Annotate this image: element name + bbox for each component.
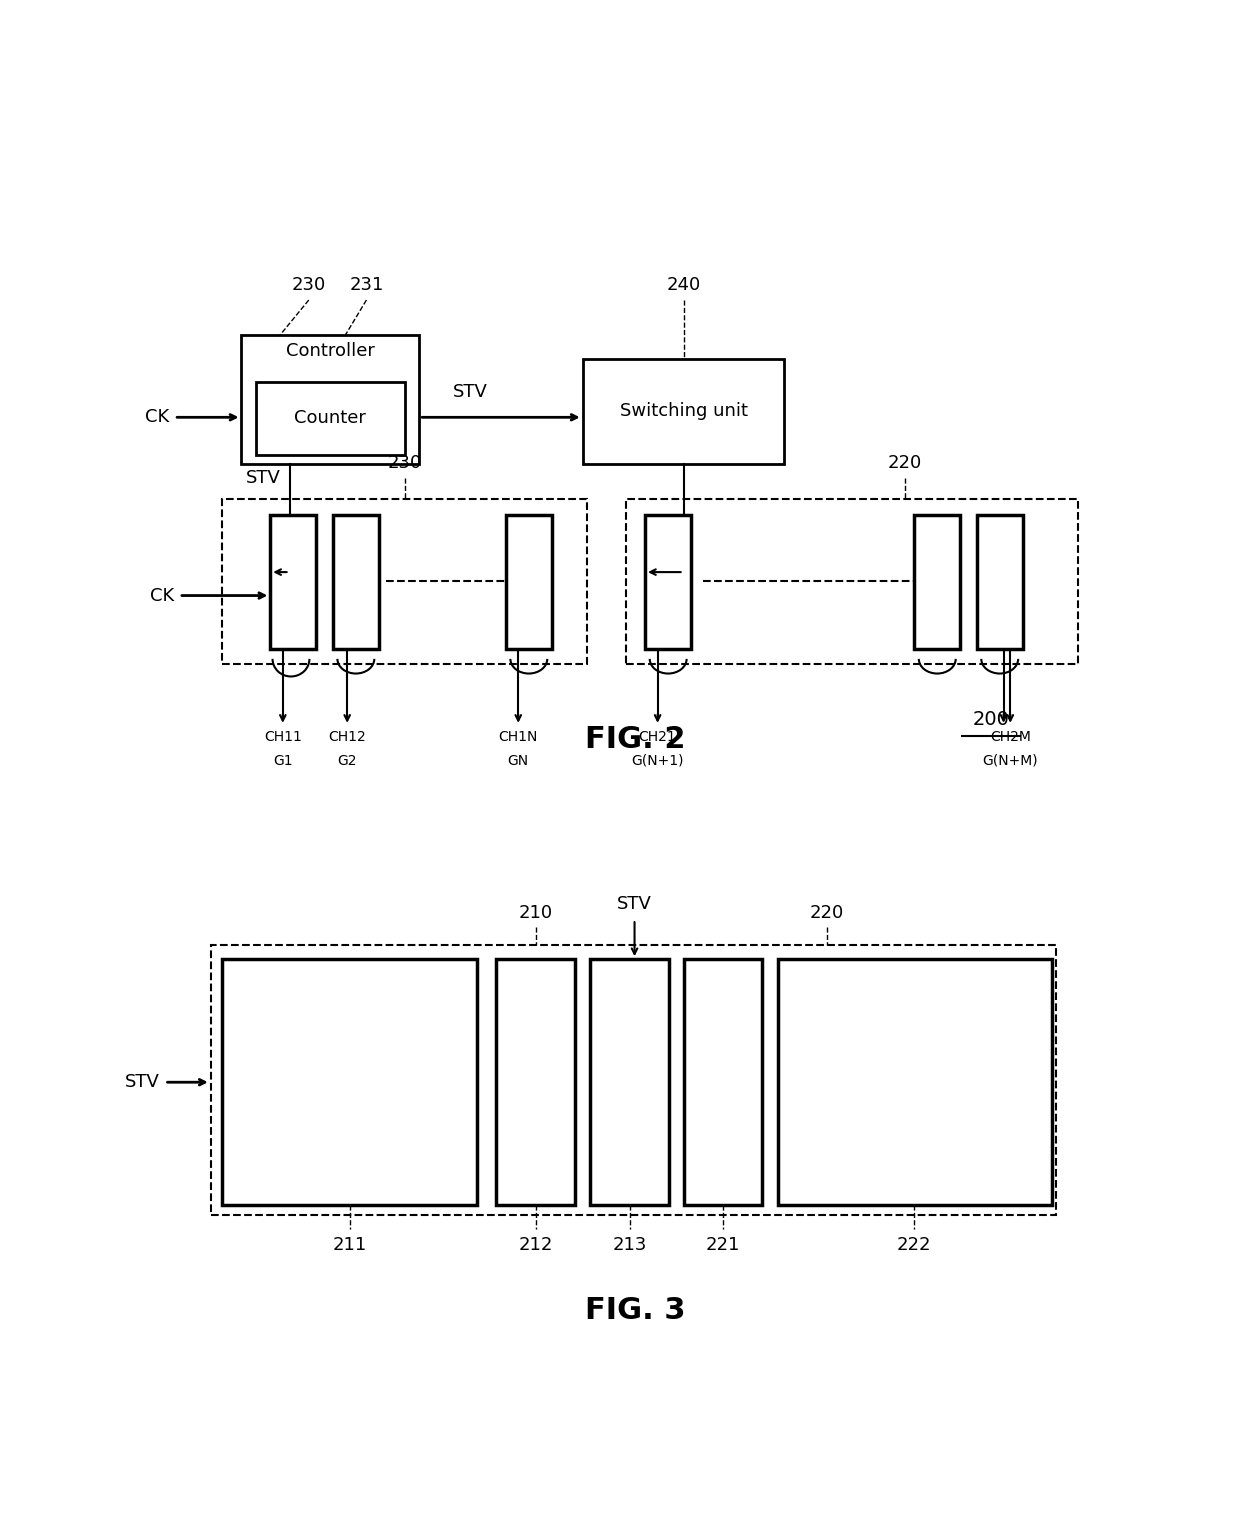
Text: Counter: Counter (294, 410, 366, 428)
Text: 200: 200 (972, 710, 1009, 730)
Text: 212: 212 (518, 1235, 553, 1253)
Text: 220: 220 (888, 454, 921, 472)
Text: 213: 213 (613, 1235, 647, 1253)
FancyBboxPatch shape (506, 515, 552, 649)
FancyBboxPatch shape (645, 515, 691, 649)
Text: 230: 230 (388, 454, 422, 472)
Text: 210: 210 (518, 903, 553, 921)
Text: STV: STV (247, 469, 281, 487)
Text: FIG. 2: FIG. 2 (585, 725, 686, 754)
FancyBboxPatch shape (583, 359, 785, 465)
Text: 221: 221 (706, 1235, 740, 1253)
FancyBboxPatch shape (590, 959, 670, 1205)
Text: GN: GN (507, 754, 528, 768)
Text: CH21: CH21 (639, 731, 677, 745)
Text: Controller: Controller (286, 343, 374, 361)
Text: 240: 240 (666, 276, 701, 294)
Text: STV: STV (453, 382, 487, 401)
Text: STV: STV (618, 896, 652, 914)
FancyBboxPatch shape (977, 515, 1023, 649)
FancyBboxPatch shape (242, 335, 419, 465)
Text: G(N+M): G(N+M) (982, 754, 1038, 768)
Text: G1: G1 (273, 754, 293, 768)
Text: 211: 211 (334, 1235, 367, 1253)
FancyBboxPatch shape (683, 959, 763, 1205)
Text: CH12: CH12 (329, 731, 366, 745)
FancyBboxPatch shape (332, 515, 379, 649)
Text: 231: 231 (350, 276, 383, 294)
FancyBboxPatch shape (777, 959, 1052, 1205)
Text: 230: 230 (291, 276, 326, 294)
Text: G2: G2 (337, 754, 357, 768)
Text: FIG. 3: FIG. 3 (585, 1296, 686, 1325)
Text: CH1N: CH1N (498, 731, 538, 745)
FancyBboxPatch shape (255, 382, 404, 455)
FancyBboxPatch shape (222, 959, 477, 1205)
FancyBboxPatch shape (270, 515, 316, 649)
Text: STV: STV (125, 1074, 160, 1090)
Text: Switching unit: Switching unit (620, 402, 748, 420)
FancyBboxPatch shape (496, 959, 575, 1205)
Text: CK: CK (150, 586, 174, 605)
Text: 222: 222 (897, 1235, 931, 1253)
Text: CK: CK (145, 408, 170, 426)
Text: CH2M: CH2M (990, 731, 1030, 745)
Text: G(N+1): G(N+1) (631, 754, 683, 768)
FancyBboxPatch shape (914, 515, 960, 649)
Text: 220: 220 (810, 903, 844, 921)
Text: CH11: CH11 (264, 731, 301, 745)
